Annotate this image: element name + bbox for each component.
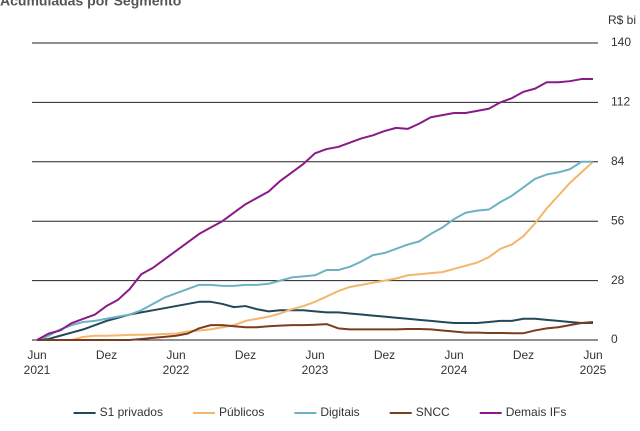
x-tick-label: Jun 2021: [23, 348, 51, 377]
x-tick-label: Jun 2022: [162, 348, 190, 377]
y-axis-label: R$ bi: [608, 13, 636, 27]
x-tick-label: Jun 2025: [579, 348, 607, 377]
y-tick-label: 0: [611, 332, 618, 346]
x-tick-label: Dez: [95, 348, 118, 362]
series-line: [36, 160, 593, 341]
series-line: [37, 320, 594, 341]
y-tick-label: 56: [611, 213, 625, 227]
legend-label: Públicos: [219, 405, 264, 419]
x-tick-label: Dez: [373, 348, 396, 362]
x-tick-label: Dez: [512, 348, 535, 362]
x-tick-label: Dez: [234, 348, 257, 362]
series-line: [36, 78, 593, 341]
y-tick-label: 28: [611, 273, 625, 287]
chart-title: Acumuladas por Segmento: [0, 0, 181, 9]
y-tick-label: 112: [611, 95, 630, 109]
legend-label: Digitais: [320, 405, 359, 419]
legend-label: Demais IFs: [506, 405, 567, 419]
series-line: [37, 161, 594, 341]
x-tick-label: Jun 2023: [301, 348, 329, 377]
x-tick-label: Jun 2024: [440, 348, 468, 377]
legend-label: S1 privados: [100, 405, 163, 419]
legend-label: SNCC: [416, 405, 450, 419]
y-tick-label: 140: [611, 35, 631, 49]
y-tick-label: 84: [611, 154, 625, 168]
